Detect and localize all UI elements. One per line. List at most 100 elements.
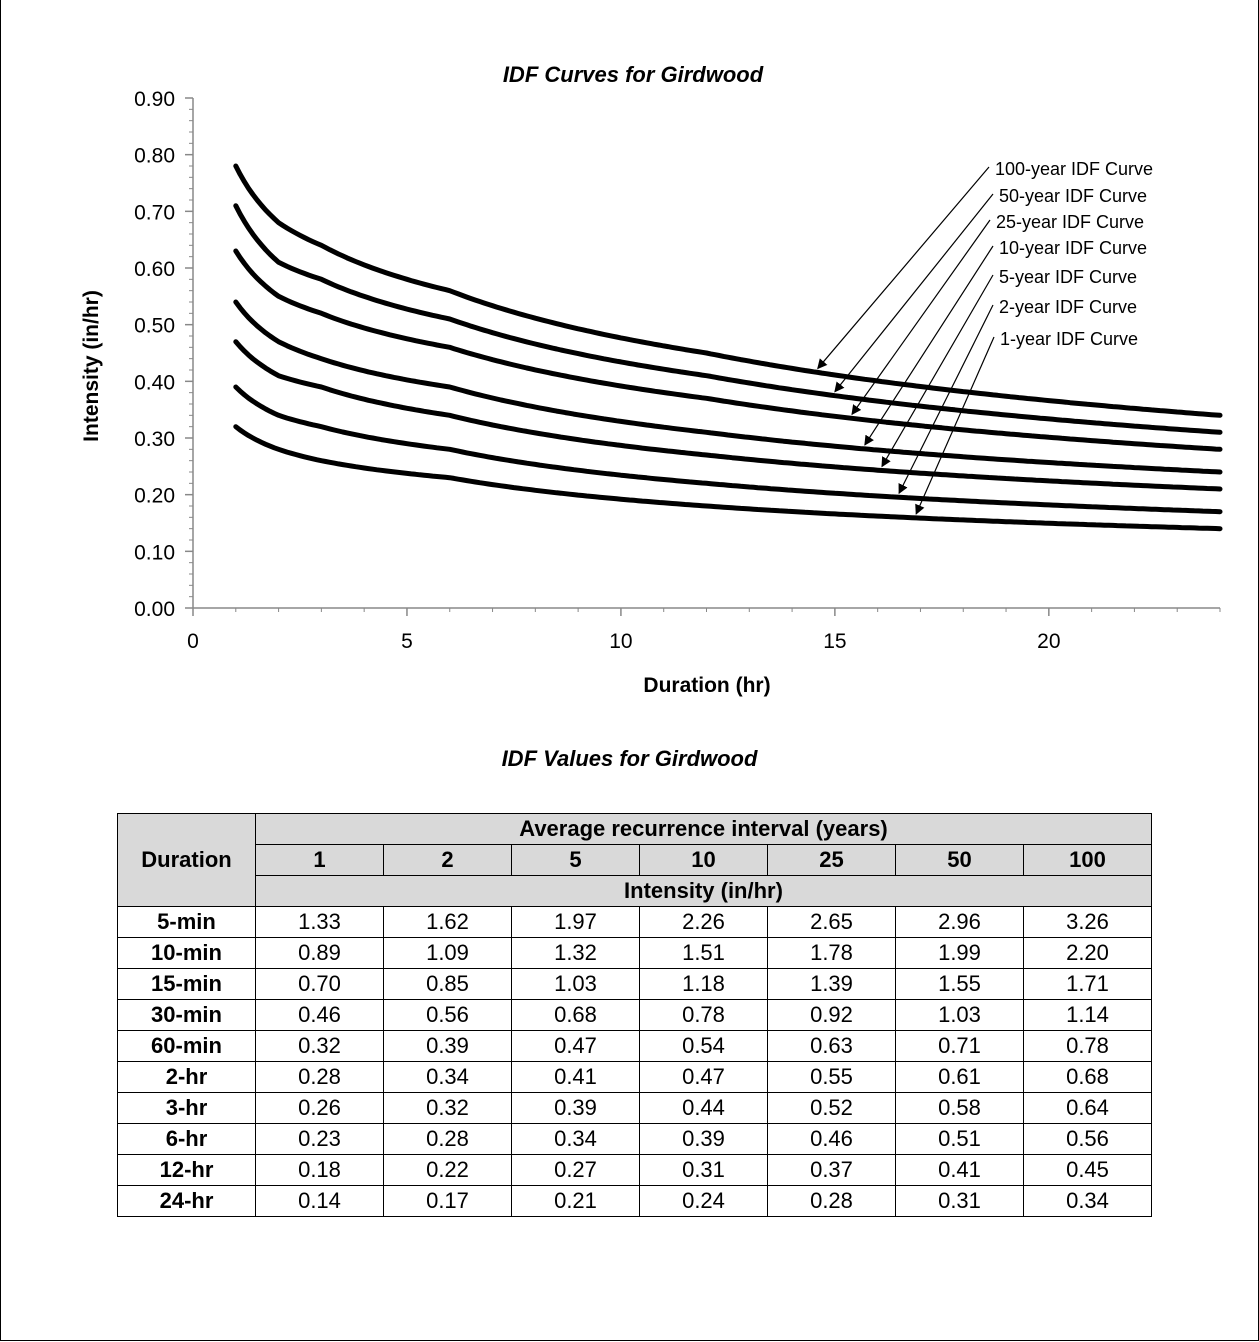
intensity-cell: 1.62 (383, 906, 512, 938)
intensity-cell: 0.46 (767, 1123, 896, 1155)
y-tick-label: 0.30 (134, 428, 175, 451)
x-tick-label: 0 (187, 630, 199, 653)
intensity-cell: 0.32 (383, 1092, 512, 1124)
series-leader-arrow (834, 193, 994, 393)
intensity-cell: 0.39 (511, 1092, 640, 1124)
intensity-cell: 0.24 (639, 1185, 768, 1217)
intensity-cell: 0.27 (511, 1154, 640, 1186)
intensity-cell: 1.18 (639, 968, 768, 1000)
intensity-cell: 2.26 (639, 906, 768, 938)
units-header: Intensity (in/hr) (255, 875, 1152, 907)
intensity-cell: 0.34 (1023, 1185, 1152, 1217)
intensity-cell: 0.58 (895, 1092, 1024, 1124)
table-row: 10-min 0.89 1.09 1.32 1.51 1.78 1.99 2.20 (117, 937, 1152, 969)
series-50-year (233, 203, 1223, 435)
intensity-cell: 0.44 (639, 1092, 768, 1124)
intensity-cell: 0.18 (255, 1154, 384, 1186)
intensity-cell: 0.64 (1023, 1092, 1152, 1124)
y-tick-label: 0.00 (134, 598, 175, 621)
interval-cell: 50 (895, 844, 1024, 876)
intensity-cell: 1.03 (511, 968, 640, 1000)
interval-cell: 5 (511, 844, 640, 876)
interval-cell: 100 (1023, 844, 1152, 876)
table-row: 30-min 0.46 0.56 0.68 0.78 0.92 1.03 1.14 (117, 999, 1152, 1031)
intensity-cell: 0.39 (383, 1030, 512, 1062)
series-25-year (233, 248, 1223, 452)
duration-cell: 2-hr (117, 1061, 256, 1093)
intensity-cell: 1.55 (895, 968, 1024, 1000)
intensity-cell: 0.23 (255, 1123, 384, 1155)
intensity-cell: 2.20 (1023, 937, 1152, 969)
series-leader-arrow (864, 245, 994, 446)
duration-cell: 30-min (117, 999, 256, 1031)
chart-title: IDF Curves for Girdwood (503, 62, 764, 87)
x-tick-label: 20 (1037, 630, 1060, 653)
y-axis-label: Intensity (in/hr) (80, 290, 103, 442)
series-label: 25-year IDF Curve (996, 212, 1144, 232)
y-tick-label: 0.90 (134, 88, 175, 111)
duration-cell: 3-hr (117, 1092, 256, 1124)
table-row: 24-hr 0.14 0.17 0.21 0.24 0.28 0.31 0.34 (117, 1185, 1152, 1217)
intensity-cell: 0.56 (383, 999, 512, 1031)
table-title: IDF Values for Girdwood (501, 746, 758, 771)
intensity-cell: 0.28 (767, 1185, 896, 1217)
intensity-cell: 0.54 (639, 1030, 768, 1062)
idf-values-table: Duration Average recurrence interval (ye… (117, 813, 1152, 1217)
intensity-cell: 0.61 (895, 1061, 1024, 1093)
x-tick-label: 15 (823, 630, 846, 653)
intensity-cell: 0.68 (511, 999, 640, 1031)
intensity-cell: 1.14 (1023, 999, 1152, 1031)
table-row: 60-min 0.32 0.39 0.47 0.54 0.63 0.71 0.78 (117, 1030, 1152, 1062)
y-tick-label: 0.70 (134, 201, 175, 224)
series-label: 2-year IDF Curve (999, 297, 1137, 317)
intensity-cell: 0.70 (255, 968, 384, 1000)
series-2-year (233, 384, 1223, 515)
intensity-cell: 0.68 (1023, 1061, 1152, 1093)
intensity-cell: 0.89 (255, 937, 384, 969)
y-tick-label: 0.80 (134, 145, 175, 168)
axes: 0.00 0.10 0.20 0.30 0.40 0.50 0.60 0.70 0.80 0.90… (134, 88, 1221, 653)
series-label: 1-year IDF Curve (1000, 329, 1138, 349)
table-row: 15-min 0.70 0.85 1.03 1.18 1.39 1.55 1.71 (117, 968, 1152, 1000)
duration-cell: 6-hr (117, 1123, 256, 1155)
table-row: 2-hr 0.28 0.34 0.41 0.47 0.55 0.61 0.68 (117, 1061, 1152, 1093)
intensity-cell: 0.52 (767, 1092, 896, 1124)
intensity-cell: 1.97 (511, 906, 640, 938)
intensity-cell: 0.47 (639, 1061, 768, 1093)
intensity-cell: 0.37 (767, 1154, 896, 1186)
intensity-cell: 0.17 (383, 1185, 512, 1217)
intensity-cell: 0.32 (255, 1030, 384, 1062)
duration-cell: 5-min (117, 906, 256, 938)
series-label: 10-year IDF Curve (999, 238, 1147, 258)
intensity-cell: 0.55 (767, 1061, 896, 1093)
series-label: 50-year IDF Curve (999, 186, 1147, 206)
intensity-cell: 0.31 (639, 1154, 768, 1186)
series-label: 100-year IDF Curve (995, 159, 1153, 179)
intensity-cell: 1.99 (895, 937, 1024, 969)
intensity-cell: 1.39 (767, 968, 896, 1000)
intensity-cell: 1.71 (1023, 968, 1152, 1000)
intensity-cell: 0.39 (639, 1123, 768, 1155)
intensity-cell: 0.34 (511, 1123, 640, 1155)
intensity-cell: 0.47 (511, 1030, 640, 1062)
x-axis-label: Duration (hr) (643, 674, 770, 697)
intensity-cell: 3.26 (1023, 906, 1152, 938)
interval-cell: 1 (255, 844, 384, 876)
intensity-cell: 0.41 (511, 1061, 640, 1093)
intensity-cell: 0.56 (1023, 1123, 1152, 1155)
idf-curves-chart: IDF Curves for Girdwood Intensity (in/hr… (80, 62, 1223, 697)
intensity-cell: 0.85 (383, 968, 512, 1000)
series-leader-arrow (817, 166, 990, 370)
intensity-cell: 0.41 (895, 1154, 1024, 1186)
y-tick-label: 0.60 (134, 258, 175, 281)
intensity-cell: 0.34 (383, 1061, 512, 1093)
x-tick-label: 10 (609, 630, 632, 653)
intensity-cell: 1.51 (639, 937, 768, 969)
intensity-cell: 0.45 (1023, 1154, 1152, 1186)
intensity-cell: 2.96 (895, 906, 1024, 938)
intensity-cell: 0.78 (639, 999, 768, 1031)
series-5-year (233, 339, 1223, 492)
intensity-cell: 1.09 (383, 937, 512, 969)
duration-header: Duration (117, 813, 256, 907)
intensity-cell: 0.21 (511, 1185, 640, 1217)
